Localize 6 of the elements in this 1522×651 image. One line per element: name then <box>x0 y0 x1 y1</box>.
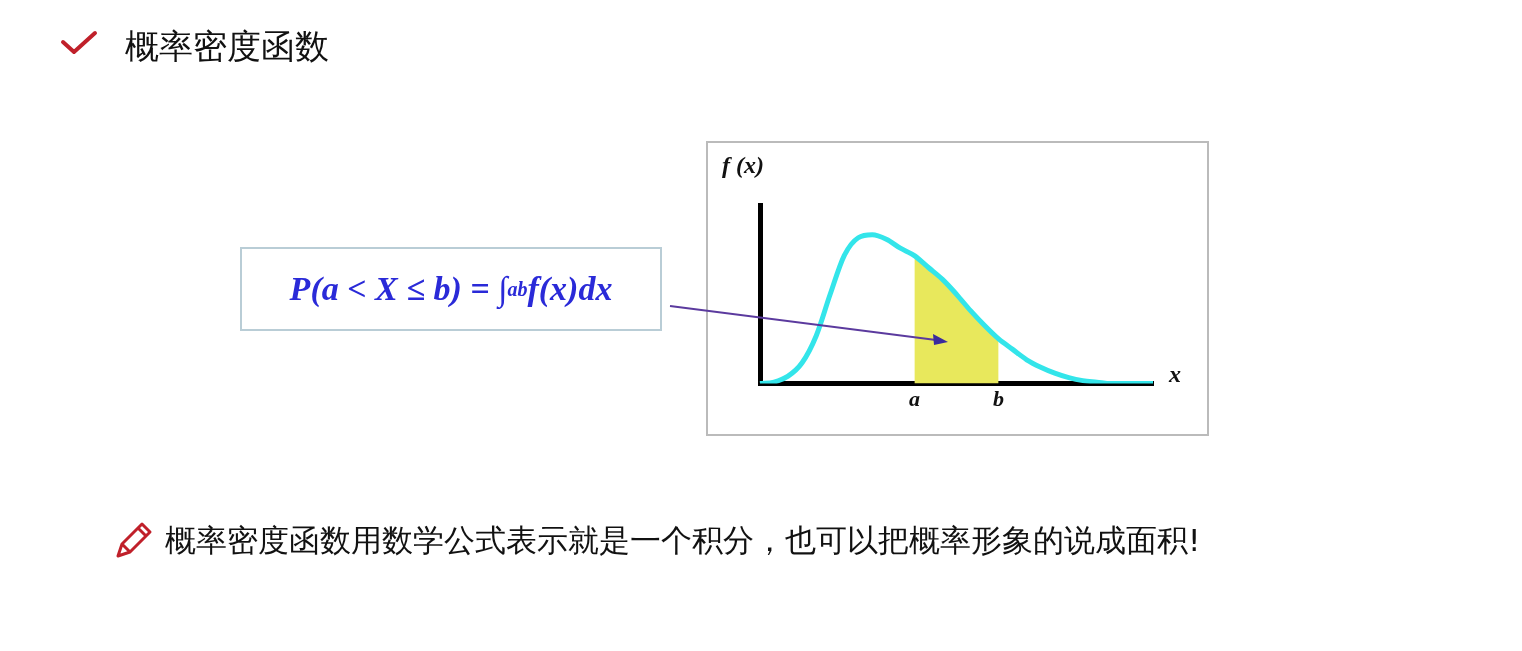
y-axis-title: f (x) <box>722 152 764 179</box>
x-tick-label: b <box>993 386 1005 412</box>
x-tick-label: a <box>908 386 920 412</box>
text: 概率密度函数用数学公式表示就是一个积分，也可以把概率形象的说成面积! <box>165 521 1201 560</box>
text: 概率密度函数 <box>125 25 329 68</box>
x-axis-title: x <box>1168 360 1181 387</box>
